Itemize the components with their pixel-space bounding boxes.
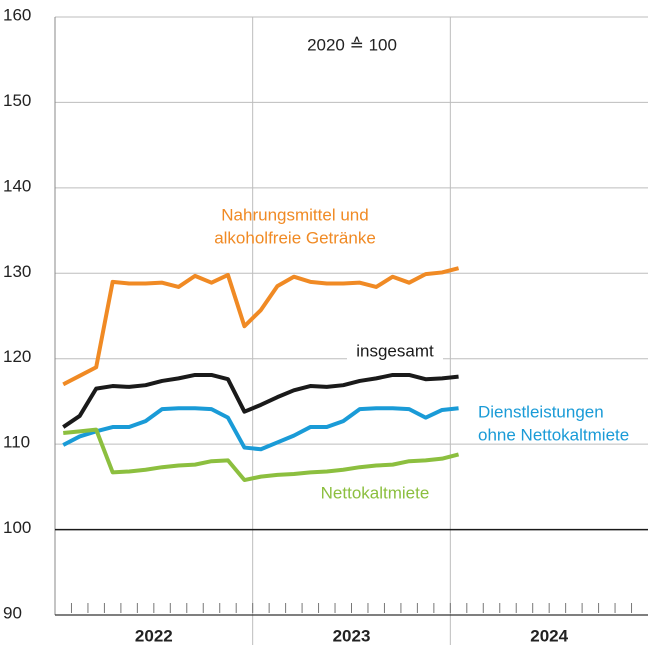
series-line	[62, 266, 460, 387]
series-line	[63, 427, 460, 483]
legend-label: Nettokaltmiete	[321, 483, 430, 502]
series-line	[62, 406, 459, 452]
y-tick-label: 150	[3, 91, 31, 110]
y-tick-label: 120	[3, 347, 31, 366]
legend-label: insgesamt	[356, 341, 434, 360]
x-tick-label: 2022	[135, 626, 173, 645]
y-tick-label: 110	[3, 433, 30, 452]
legend-label: alkoholfreie Getränke	[214, 228, 376, 247]
label-background	[347, 341, 443, 363]
legend-label: Dienstleistungen	[478, 402, 604, 421]
y-tick-label: 90	[3, 603, 22, 622]
chart-subtitle: 2020 ≙ 100	[307, 35, 397, 54]
legend-label: ohne Nettokaltmiete	[478, 425, 629, 444]
y-tick-label: 160	[3, 5, 31, 24]
x-tick-label: 2023	[333, 626, 371, 645]
series-line	[62, 372, 459, 429]
y-tick-label: 100	[3, 518, 31, 537]
y-tick-label: 140	[3, 176, 31, 195]
legend-label: Nahrungsmittel und	[221, 205, 368, 224]
x-tick-label: 2024	[530, 626, 568, 645]
y-tick-label: 130	[3, 262, 31, 281]
